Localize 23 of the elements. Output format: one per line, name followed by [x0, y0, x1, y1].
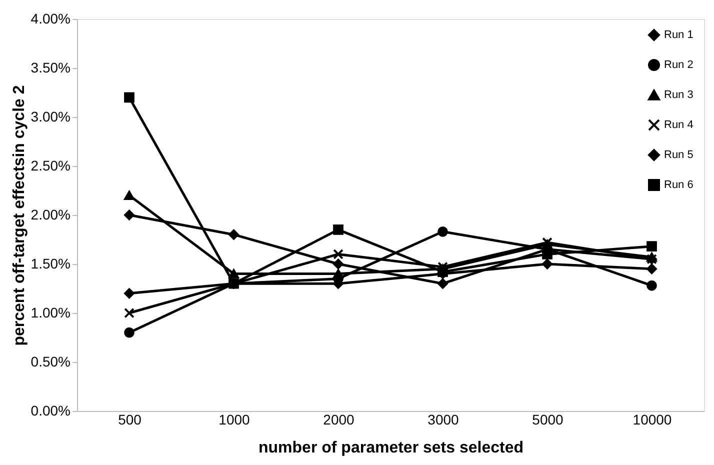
x-tick-label: 2000 [323, 412, 355, 428]
x-axis-title: number of parameter sets selected [258, 440, 524, 456]
legend-label: Run 6 [664, 179, 694, 191]
y-tick-label: 1.00% [30, 304, 70, 320]
y-tick-label: 3.00% [30, 108, 70, 124]
y-tick-label: 0.00% [30, 402, 70, 418]
legend-label: Run 4 [664, 119, 694, 131]
y-tick-label: 3.50% [30, 60, 70, 76]
y-tick-label: 2.00% [30, 206, 70, 222]
y-tick-label: 4.00% [30, 10, 70, 26]
legend-label: Run 5 [664, 149, 694, 161]
y-tick-label: 2.50% [30, 158, 70, 174]
legend-label: Run 3 [664, 89, 694, 101]
y-tick-label: 0.50% [30, 354, 70, 370]
x-tick-label: 10000 [632, 412, 672, 428]
legend-label: Run 1 [664, 29, 694, 41]
x-tick-label: 1000 [218, 412, 250, 428]
y-tick-label: 1.50% [30, 256, 70, 272]
y-axis-title: percent off-target effectsin cycle 2 [10, 85, 28, 346]
x-tick-label: 5000 [532, 412, 564, 428]
x-tick-label: 500 [118, 412, 142, 428]
legend-label: Run 2 [664, 59, 694, 71]
x-tick-label: 3000 [428, 412, 460, 428]
